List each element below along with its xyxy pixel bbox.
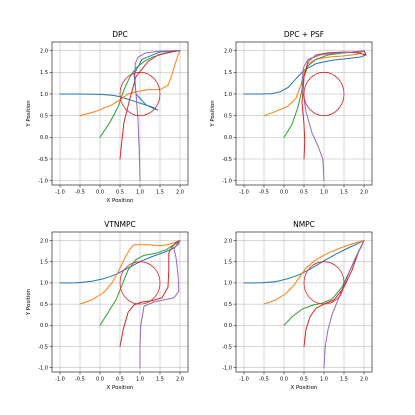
series-line-4 (301, 50, 367, 160)
y-tick-label-3: 0.5 (40, 113, 48, 119)
y-tick-label-6: 2.0 (40, 238, 48, 244)
y-tick-label-6: 2.0 (40, 48, 48, 54)
y-tick-label-4: 1.0 (40, 281, 48, 287)
x-tick-label-3: 0.5 (300, 377, 308, 383)
x-tick-label-0: -1.0 (55, 190, 65, 196)
y-tick-label-2: 0.0 (40, 135, 48, 141)
plot-area (59, 239, 181, 369)
chart-title: DPC + PSF (284, 30, 324, 39)
y-tick-label-0: -1.0 (38, 366, 48, 372)
series-line-2 (79, 50, 181, 117)
y-tick-label-2: 0.0 (224, 323, 232, 329)
x-tick-label-2: 0.0 (280, 190, 288, 196)
subplot-4: -1.0 -0.5 0.0 0.5 1.0 1.5 2.0 -1.0 -0.5 0.0 0.5 1.0… (222, 220, 373, 391)
x-tick-label-3: 0.5 (300, 190, 308, 196)
y-tick-label-5: 1.5 (40, 70, 48, 76)
y-tick-label-6: 2.0 (224, 48, 232, 54)
obstacle-circle (303, 261, 345, 305)
obstacle-circle (119, 71, 161, 117)
series-line-1 (59, 239, 181, 284)
x-axis-label: X Position (107, 385, 134, 391)
plot-area (243, 239, 365, 369)
subplot-3: -1.0 -0.5 0.0 0.5 1.0 1.5 2.0 -1.0 -0.5 0.0 0.5 1.0… (26, 220, 189, 391)
x-tick-label-5: 1.5 (156, 190, 164, 196)
y-tick-label-0: -1.0 (222, 178, 232, 184)
y-tick-label-5: 1.5 (224, 259, 232, 265)
y-axis-label: Y Position (26, 288, 32, 316)
series-line-5 (134, 50, 181, 182)
x-tick-label-6: 2.0 (360, 190, 368, 196)
series-line-4 (119, 50, 181, 160)
x-tick-label-6: 2.0 (176, 377, 184, 383)
x-tick-label-6: 2.0 (360, 377, 368, 383)
x-tick-label-4: 1.0 (320, 377, 328, 383)
y-tick-label-2: 0.0 (224, 135, 232, 141)
y-tick-label-4: 1.0 (40, 92, 48, 98)
y-tick-label-4: 1.0 (224, 92, 232, 98)
x-tick-label-6: 2.0 (176, 190, 184, 196)
x-tick-label-1: -0.5 (259, 190, 269, 196)
y-tick-label-3: 0.5 (224, 113, 232, 119)
obstacle-circle (303, 71, 345, 117)
x-axis-label: X Position (107, 198, 134, 204)
x-tick-label-4: 1.0 (320, 190, 328, 196)
y-tick-label-0: -1.0 (222, 366, 232, 372)
series-line-5 (301, 50, 365, 182)
y-tick-label-1: -0.5 (222, 157, 232, 163)
x-tick-label-1: -0.5 (75, 190, 85, 196)
y-tick-label-1: -0.5 (38, 344, 48, 350)
y-tick-label-5: 1.5 (224, 70, 232, 76)
y-tick-label-0: -1.0 (38, 178, 48, 184)
y-axis-label: Y Position (210, 100, 216, 128)
series-line-2 (263, 239, 365, 305)
chart-title: NMPC (293, 220, 315, 229)
x-tick-label-5: 1.5 (340, 190, 348, 196)
x-tick-label-3: 0.5 (116, 377, 124, 383)
plot-area (243, 50, 367, 182)
series-line-4 (303, 239, 365, 348)
series-line-3 (99, 239, 181, 326)
y-tick-label-4: 1.0 (224, 281, 232, 287)
x-tick-label-4: 1.0 (136, 190, 144, 196)
x-tick-label-5: 1.5 (340, 377, 348, 383)
y-tick-label-5: 1.5 (40, 259, 48, 265)
x-tick-label-0: -1.0 (55, 377, 65, 383)
x-tick-label-2: 0.0 (280, 377, 288, 383)
x-tick-label-0: -1.0 (239, 377, 249, 383)
chart-title: VTNMPC (104, 220, 136, 229)
plot-area (59, 50, 181, 182)
x-tick-label-5: 1.5 (156, 377, 164, 383)
series-line-1 (243, 239, 365, 284)
series-line-5 (323, 239, 365, 369)
y-tick-label-3: 0.5 (40, 302, 48, 308)
y-tick-label-3: 0.5 (224, 302, 232, 308)
y-tick-label-2: 0.0 (40, 323, 48, 329)
series-line-4 (119, 239, 181, 348)
series-line-5 (139, 239, 181, 369)
x-tick-label-1: -0.5 (75, 377, 85, 383)
y-axis-label: Y Position (26, 100, 32, 128)
x-axis-label: X Position (291, 385, 318, 391)
y-tick-label-6: 2.0 (224, 238, 232, 244)
series-line-1 (243, 50, 367, 95)
series-line-2 (79, 239, 181, 305)
x-tick-label-2: 0.0 (96, 377, 104, 383)
y-tick-label-1: -0.5 (222, 344, 232, 350)
subplot-1: -1.0 -0.5 0.0 0.5 1.0 1.5 2.0 -1.0 -0.5 0.0 0.5 1.0… (26, 30, 189, 204)
x-tick-label-4: 1.0 (136, 377, 144, 383)
chart-title: DPC (112, 30, 128, 39)
y-tick-label-1: -0.5 (38, 157, 48, 163)
subplot-2: -1.0 -0.5 0.0 0.5 1.0 1.5 2.0 -1.0 -0.5 0.0 0.5 1.0… (210, 30, 373, 196)
x-tick-label-0: -1.0 (239, 190, 249, 196)
x-tick-label-2: 0.0 (96, 190, 104, 196)
x-tick-label-1: -0.5 (259, 377, 269, 383)
obstacle-circle (119, 261, 161, 305)
x-tick-label-3: 0.5 (116, 190, 124, 196)
